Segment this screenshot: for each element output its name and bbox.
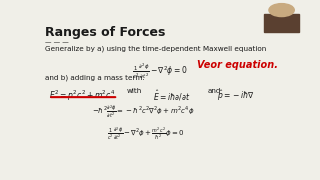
Text: $\frac{1}{c^2}\frac{\partial^2\phi}{\partial t^2} - \nabla^2\phi + \frac{m^2c^2}: $\frac{1}{c^2}\frac{\partial^2\phi}{\par… [107,126,185,142]
Text: Generalize by a) using the time-dependent Maxwell equation: Generalize by a) using the time-dependen… [45,46,266,52]
Text: $\hat{p} = -i\hbar\nabla$: $\hat{p} = -i\hbar\nabla$ [217,88,255,103]
Text: — — —: — — — [45,39,69,45]
Text: $\hat{E} = i\hbar\partial/\partial t$: $\hat{E} = i\hbar\partial/\partial t$ [153,88,190,103]
Text: Ranges of Forces: Ranges of Forces [45,26,165,39]
Text: $E^2 = p^2c^2 + m^2c^4$: $E^2 = p^2c^2 + m^2c^4$ [49,88,115,103]
Text: $\frac{1}{c^2}\frac{\partial^2\phi}{\partial t^2} - \nabla^2\phi = 0$: $\frac{1}{c^2}\frac{\partial^2\phi}{\par… [132,61,187,81]
Text: Veor equation.: Veor equation. [197,60,278,70]
Text: with: with [127,88,142,94]
Text: and b) adding a mass term.: and b) adding a mass term. [45,75,145,82]
Circle shape [269,4,294,17]
Text: and: and [207,88,221,94]
Text: $-\hbar^2\frac{\partial^2\phi}{\partial t^2} = -\hbar^2 c^2\nabla^2\phi + m^2c^4: $-\hbar^2\frac{\partial^2\phi}{\partial … [92,103,195,120]
Bar [264,14,299,32]
